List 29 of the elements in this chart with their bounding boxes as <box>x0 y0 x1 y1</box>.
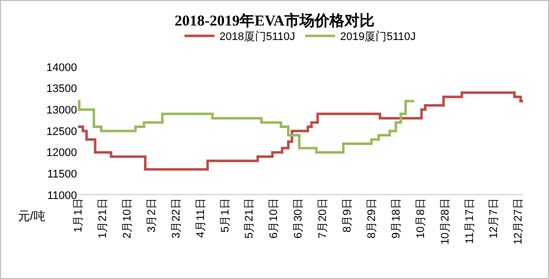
y-tick-label: 11500 <box>47 168 77 181</box>
x-tick-label: 6月10日 <box>268 198 280 239</box>
chart-title: 2018-2019年EVA市场价格对比 <box>174 11 374 30</box>
x-tick-label: 12月7日 <box>488 198 500 239</box>
y-tick-label: 13000 <box>46 104 77 117</box>
x-tick-label: 3月22日 <box>170 198 182 239</box>
x-tick-label: 9月18日 <box>390 198 402 239</box>
x-tick-label: 1月21日 <box>97 198 110 239</box>
x-tick-label: 11月17日 <box>464 198 476 244</box>
y-tick-label: 12000 <box>46 147 77 160</box>
x-tick-label: 2月10日 <box>121 198 134 239</box>
y-tick-label: 13500 <box>46 83 77 96</box>
x-tick-label: 4月11日 <box>194 198 207 238</box>
y-tick-label: 14000 <box>46 62 77 74</box>
legend-label: 2019厦门5110J <box>340 30 416 44</box>
x-tick-label: 5月21日 <box>244 198 256 239</box>
x-tick-label: 1月1日 <box>72 198 85 232</box>
x-tick-label: 5月1日 <box>219 198 232 232</box>
x-tick-label: 7月20日 <box>317 198 330 239</box>
x-tick-label: 8月9日 <box>342 198 354 232</box>
x-tick-label: 12月27日 <box>512 198 525 245</box>
legend-label: 2018厦门5110J <box>220 30 296 44</box>
y-axis-title: 元/吨 <box>18 209 46 223</box>
x-tick-label: 6月30日 <box>292 198 305 239</box>
x-tick-label: 10月28日 <box>439 198 452 245</box>
x-tick-label: 10月8日 <box>414 198 427 239</box>
y-tick-label: 12500 <box>46 126 77 138</box>
x-tick-label: 3月2日 <box>146 198 158 232</box>
x-tick-label: 8月29日 <box>366 198 378 239</box>
